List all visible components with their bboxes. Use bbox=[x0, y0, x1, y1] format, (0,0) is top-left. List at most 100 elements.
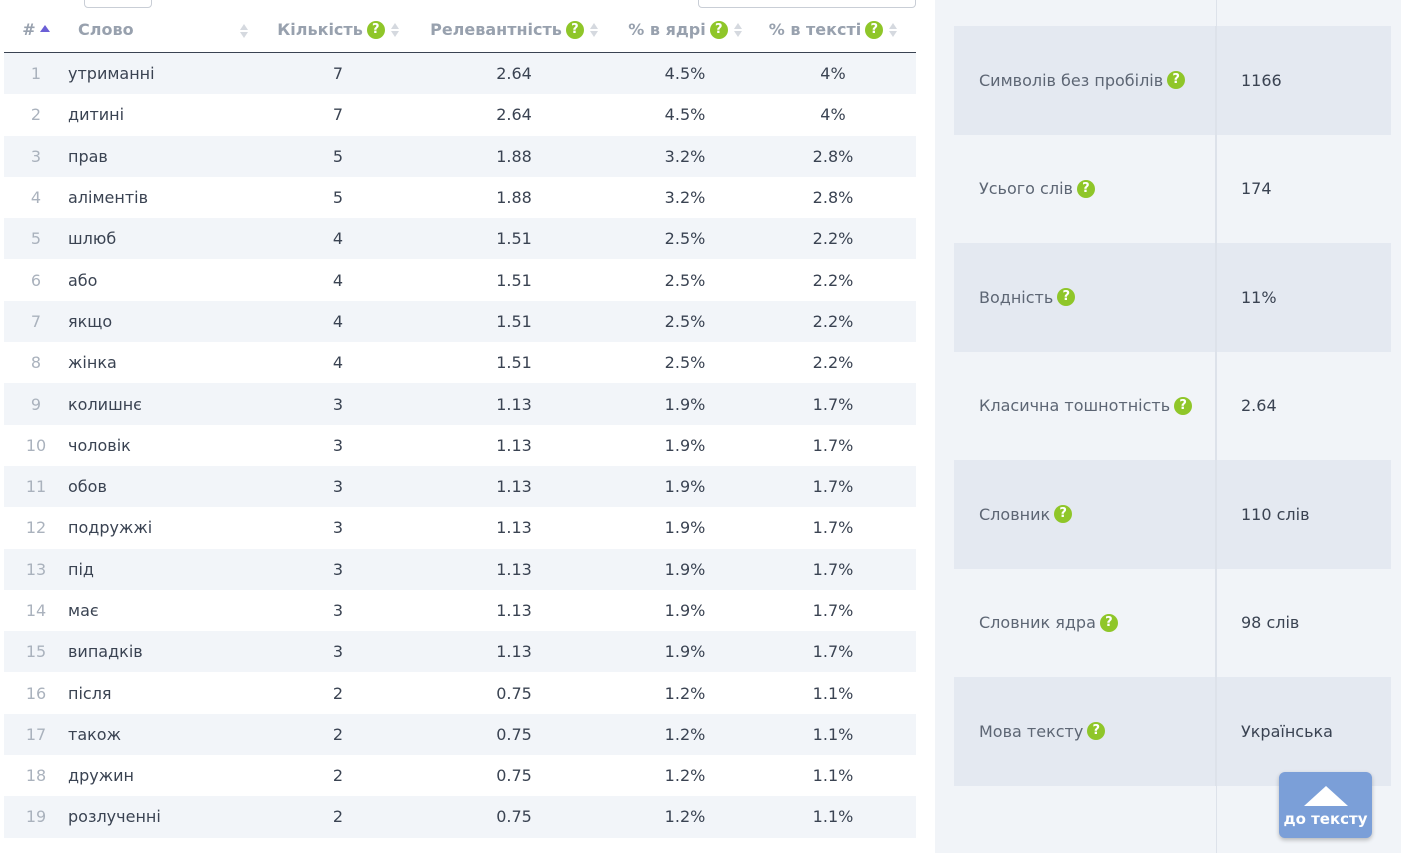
row-relevance: 1.13 bbox=[408, 424, 620, 466]
help-icon[interactable]: ? bbox=[865, 21, 884, 40]
row-number: 13 bbox=[4, 548, 68, 590]
help-icon[interactable]: ? bbox=[1057, 288, 1076, 307]
help-icon[interactable]: ? bbox=[1099, 613, 1118, 632]
table-row: 8 жінка 4 1.51 2.5% 2.2% bbox=[4, 342, 916, 384]
row-text-percent: 1.1% bbox=[750, 755, 916, 797]
stat-value: 110 слів bbox=[1241, 504, 1310, 524]
header-num[interactable]: # bbox=[4, 7, 68, 53]
sort-icon bbox=[589, 22, 598, 38]
row-number: 7 bbox=[4, 300, 68, 343]
row-core-percent: 2.5% bbox=[620, 218, 750, 260]
stat-label: Словник? bbox=[954, 460, 1216, 569]
sort-icon bbox=[889, 22, 898, 38]
row-word: дружин bbox=[68, 755, 268, 797]
stat-label: Водність? bbox=[954, 243, 1216, 352]
to-text-button[interactable]: до тексту bbox=[1279, 772, 1372, 838]
row-relevance: 1.13 bbox=[408, 465, 620, 508]
stat-row: Мова тексту? Українська bbox=[954, 677, 1391, 786]
row-core-percent: 2.5% bbox=[620, 300, 750, 343]
help-icon[interactable]: ? bbox=[565, 21, 584, 40]
row-count: 2 bbox=[268, 672, 408, 714]
row-text-percent: 1.7% bbox=[750, 424, 916, 466]
row-number: 4 bbox=[4, 176, 68, 219]
help-icon[interactable]: ? bbox=[709, 21, 728, 40]
row-count: 2 bbox=[268, 713, 408, 756]
row-word: розлученні bbox=[68, 796, 268, 838]
table-row: 13 під 3 1.13 1.9% 1.7% bbox=[4, 548, 916, 590]
row-number: 17 bbox=[4, 713, 68, 756]
row-text-percent: 1.7% bbox=[750, 548, 916, 590]
row-count: 3 bbox=[268, 548, 408, 590]
row-word: після bbox=[68, 672, 268, 714]
row-core-percent: 2.5% bbox=[620, 259, 750, 301]
row-core-percent: 1.2% bbox=[620, 755, 750, 797]
header-num-label: # bbox=[22, 20, 36, 39]
stat-row: Усього слів? 174 bbox=[954, 134, 1391, 243]
row-relevance: 2.64 bbox=[408, 52, 620, 95]
row-text-percent: 1.7% bbox=[750, 631, 916, 673]
table-row: 12 подружжі 3 1.13 1.9% 1.7% bbox=[4, 507, 916, 549]
row-word: під bbox=[68, 548, 268, 590]
row-core-percent: 1.9% bbox=[620, 507, 750, 549]
row-number: 19 bbox=[4, 796, 68, 838]
row-word: випадків bbox=[68, 631, 268, 673]
row-number: 15 bbox=[4, 631, 68, 673]
row-text-percent: 2.2% bbox=[750, 342, 916, 384]
row-core-percent: 1.9% bbox=[620, 424, 750, 466]
help-icon[interactable]: ? bbox=[1076, 179, 1095, 198]
text-stats-panel: Символів без пробілів? 1166 Усього слів? 17… bbox=[954, 26, 1391, 786]
stat-label-text: Символів без пробілів bbox=[979, 70, 1164, 90]
stat-label: Класична тошнотність? bbox=[954, 351, 1216, 460]
row-number: 6 bbox=[4, 259, 68, 301]
row-count: 5 bbox=[268, 135, 408, 177]
row-relevance: 1.13 bbox=[408, 548, 620, 590]
header-word[interactable]: Слово bbox=[68, 7, 268, 53]
keyword-table: # Слово Кількість? Релевантність? % в яд… bbox=[4, 7, 916, 838]
help-icon[interactable]: ? bbox=[1167, 71, 1186, 90]
sort-icon bbox=[733, 22, 742, 38]
header-count[interactable]: Кількість? bbox=[268, 7, 408, 53]
row-core-percent: 3.2% bbox=[620, 135, 750, 177]
row-relevance: 0.75 bbox=[408, 713, 620, 756]
stat-row: Символів без пробілів? 1166 bbox=[954, 26, 1391, 135]
row-word: утриманні bbox=[68, 52, 268, 95]
row-core-percent: 1.2% bbox=[620, 713, 750, 756]
row-relevance: 0.75 bbox=[408, 796, 620, 838]
help-icon[interactable]: ? bbox=[1054, 505, 1073, 524]
stat-row: Словник? 110 слів bbox=[954, 460, 1391, 569]
table-row: 14 має 3 1.13 1.9% 1.7% bbox=[4, 589, 916, 632]
stat-label-text: Усього слів bbox=[979, 179, 1073, 199]
row-text-percent: 1.1% bbox=[750, 796, 916, 838]
row-word: аліментів bbox=[68, 176, 268, 219]
row-relevance: 0.75 bbox=[408, 672, 620, 714]
stat-label-text: Класична тошнотність bbox=[979, 396, 1171, 416]
stat-label: Усього слів? bbox=[954, 134, 1216, 243]
keyword-table-panel: # Слово Кількість? Релевантність? % в яд… bbox=[0, 0, 935, 853]
header-text-percent[interactable]: % в тексті? bbox=[750, 7, 916, 53]
row-count: 3 bbox=[268, 631, 408, 673]
table-row: 2 дитині 7 2.64 4.5% 4% bbox=[4, 94, 916, 136]
row-number: 2 bbox=[4, 94, 68, 136]
row-count: 2 bbox=[268, 755, 408, 797]
row-count: 3 bbox=[268, 383, 408, 425]
stat-value: 2.64 bbox=[1241, 396, 1277, 416]
row-word: колишнє bbox=[68, 383, 268, 425]
help-icon[interactable]: ? bbox=[366, 21, 385, 40]
row-relevance: 1.13 bbox=[408, 507, 620, 549]
header-relevance[interactable]: Релевантність? bbox=[408, 7, 620, 53]
row-word: шлюб bbox=[68, 218, 268, 260]
row-count: 7 bbox=[268, 52, 408, 95]
header-core-percent[interactable]: % в ядрі? bbox=[620, 7, 750, 53]
row-relevance: 1.51 bbox=[408, 342, 620, 384]
help-icon[interactable]: ? bbox=[1087, 722, 1106, 741]
stat-value: 174 bbox=[1241, 179, 1272, 199]
help-icon[interactable]: ? bbox=[1174, 396, 1193, 415]
row-core-percent: 4.5% bbox=[620, 94, 750, 136]
stat-label: Словник ядра? bbox=[954, 568, 1216, 677]
table-row: 4 аліментів 5 1.88 3.2% 2.8% bbox=[4, 176, 916, 219]
row-core-percent: 3.2% bbox=[620, 176, 750, 219]
header-text-label: % в тексті bbox=[768, 19, 862, 39]
header-word-label: Слово bbox=[78, 20, 134, 39]
table-row: 19 розлученні 2 0.75 1.2% 1.1% bbox=[4, 796, 916, 838]
stat-label-text: Водність bbox=[979, 287, 1054, 307]
